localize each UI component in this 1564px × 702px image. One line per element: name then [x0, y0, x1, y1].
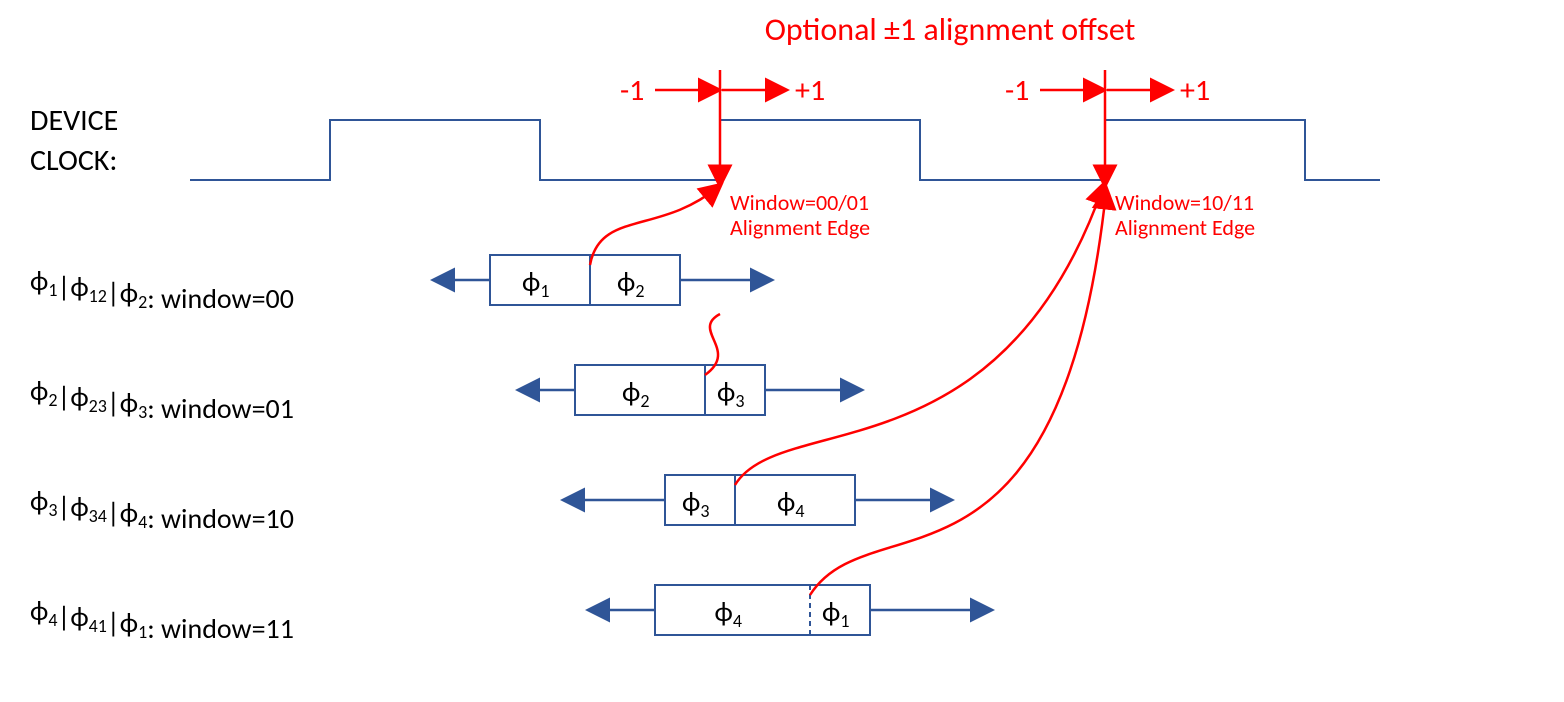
phase-row-0: ϕ1|ϕ12|ϕ2: window=00ϕ1ϕ2 [30, 255, 770, 316]
phase-box [490, 255, 680, 305]
plus1-right: +1 [1180, 72, 1210, 109]
phase-rows: ϕ1|ϕ12|ϕ2: window=00ϕ1ϕ2 ϕ2|ϕ23|ϕ3: windo… [30, 255, 990, 646]
device-label-2: CLOCK: [30, 142, 117, 179]
title-text: Optional ±1 alignment offset [765, 10, 1136, 49]
offset-tick-left: -1 +1 [620, 70, 825, 110]
timing-diagram: Optional ±1 alignment offset -1 +1 -1 +1… [0, 0, 1564, 702]
edge2-note2: Alignment Edge [1115, 214, 1255, 241]
phase-row-3: ϕ4|ϕ41|ϕ1: window=11ϕ4ϕ1 [30, 585, 990, 646]
plus1-left: +1 [795, 72, 825, 109]
phase-row-1: ϕ2|ϕ23|ϕ3: window=01ϕ2ϕ3 [30, 365, 860, 426]
edge1-note2: Alignment Edge [730, 214, 870, 241]
svg-text:ϕ3|ϕ34|ϕ4: window=10: ϕ3|ϕ34|ϕ4: window=10 [30, 483, 294, 536]
edge1-note1: Window=00/01 [730, 189, 869, 216]
svg-text:ϕ1|ϕ12|ϕ2: window=00: ϕ1|ϕ12|ϕ2: window=00 [30, 263, 294, 316]
minus1-right: -1 [1005, 72, 1029, 109]
curve-row3-edge2 [810, 192, 1106, 595]
clock-waveform [190, 120, 1380, 180]
offset-tick-right: -1 +1 [1005, 70, 1210, 110]
svg-text:ϕ4|ϕ41|ϕ1: window=11: ϕ4|ϕ41|ϕ1: window=11 [30, 593, 294, 646]
edge2-note1: Window=10/11 [1115, 189, 1254, 216]
minus1-left: -1 [620, 72, 644, 109]
phase-row-2: ϕ3|ϕ34|ϕ4: window=10ϕ3ϕ4 [30, 475, 950, 536]
svg-text:ϕ2|ϕ23|ϕ3: window=01: ϕ2|ϕ23|ϕ3: window=01 [30, 373, 294, 426]
device-label-1: DEVICE [30, 102, 118, 139]
curve-row0-edge1 [590, 187, 718, 265]
